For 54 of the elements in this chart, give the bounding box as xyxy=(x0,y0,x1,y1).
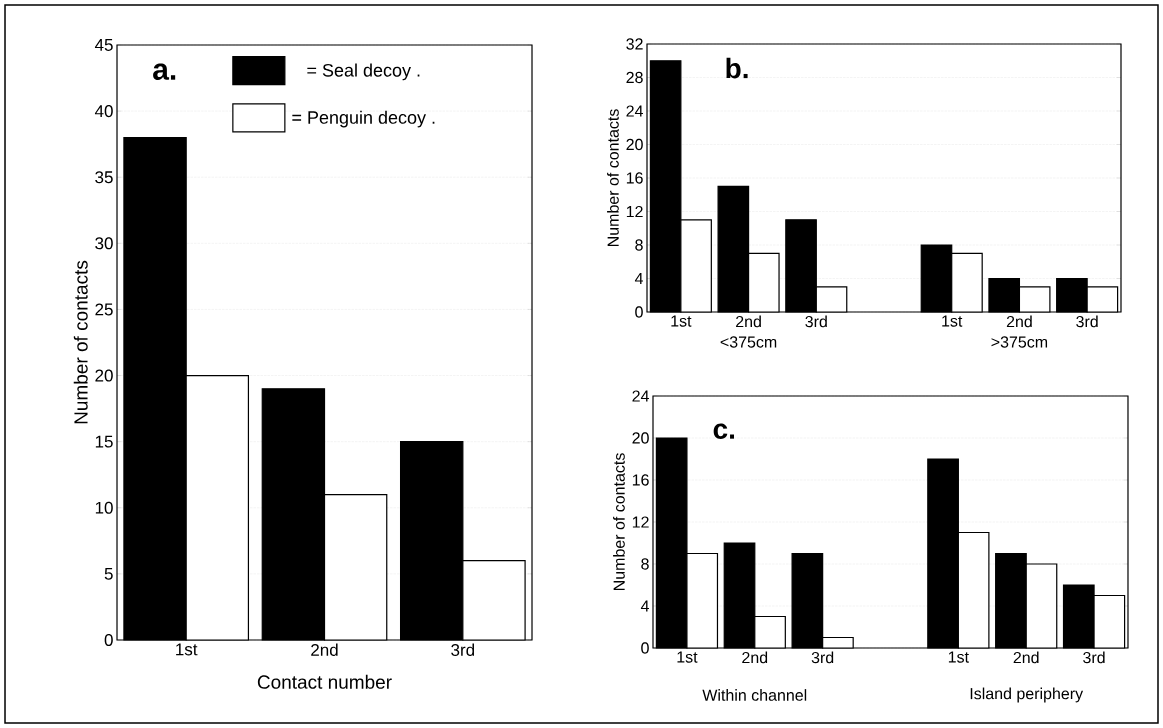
y-tick-label: 24 xyxy=(632,390,649,402)
y-tick-label: 4 xyxy=(634,272,643,284)
y-tick-label: 25 xyxy=(95,303,113,316)
text: Within channel xyxy=(702,689,807,701)
x-tick-label: 1st xyxy=(671,315,692,327)
y-tick-label: 8 xyxy=(635,239,643,251)
y-tick-label: 5 xyxy=(104,567,113,580)
y-axis-title: Number of contacts xyxy=(73,260,88,424)
legend-label: = Seal decoy . xyxy=(307,63,420,81)
x-tick-label: 1st xyxy=(942,315,963,327)
text: >375cm xyxy=(991,336,1048,348)
x-axis-title: Contact number xyxy=(257,674,392,689)
x-tick-label: 2nd xyxy=(742,651,768,664)
y-tick-label: 0 xyxy=(641,642,649,654)
x-tick-label: 3rd xyxy=(1076,315,1098,328)
y-tick-label: 8 xyxy=(641,558,649,570)
y-tick-label: 0 xyxy=(635,306,643,318)
y-tick-label: 15 xyxy=(95,435,113,448)
chart-title: a. xyxy=(153,63,176,80)
y-tick-label: 20 xyxy=(632,432,649,444)
y-axis-title: Number of contacts xyxy=(613,453,625,591)
y-tick-label: 32 xyxy=(626,38,643,50)
y-tick-label: 35 xyxy=(95,171,113,184)
x-tick-label: 2nd xyxy=(1013,651,1039,664)
x-tick-label: 1st xyxy=(677,651,698,663)
y-tick-label: 10 xyxy=(95,501,113,514)
x-tick-label: 2nd xyxy=(736,315,761,328)
x-tick-label: 1st xyxy=(948,651,969,663)
text: Island periphery xyxy=(970,687,1084,703)
y-axis-title: Number of contacts xyxy=(607,109,619,247)
y-tick-label: 0 xyxy=(104,633,113,647)
y-tick-label: 24 xyxy=(626,105,643,117)
legend-label: = Penguin decoy . xyxy=(292,110,435,128)
y-tick-label: 40 xyxy=(94,105,113,118)
y-tick-label: 28 xyxy=(626,71,643,84)
x-tick-label: 3rd xyxy=(1083,651,1105,664)
y-tick-label: 16 xyxy=(632,474,649,486)
y-tick-label: 30 xyxy=(95,237,113,250)
text: c. xyxy=(713,423,734,439)
y-tick-label: 12 xyxy=(626,205,643,218)
y-tick-label: 20 xyxy=(95,369,113,382)
chart-title: b. xyxy=(726,57,748,79)
x-tick-label: 3rd xyxy=(805,315,827,328)
x-tick-label: 3rd xyxy=(451,643,475,657)
x-tick-label: 2nd xyxy=(1006,315,1032,328)
x-tick-label: 1st xyxy=(176,643,198,656)
y-tick-label: 4 xyxy=(640,600,649,612)
y-tick-label: 12 xyxy=(632,516,649,528)
text: <375cm xyxy=(720,336,777,348)
x-tick-label: 3rd xyxy=(811,651,834,664)
y-tick-label: 16 xyxy=(626,172,643,184)
x-tick-label: 2nd xyxy=(311,643,338,657)
y-tick-label: 45 xyxy=(94,39,113,51)
y-tick-label: 20 xyxy=(626,138,643,151)
